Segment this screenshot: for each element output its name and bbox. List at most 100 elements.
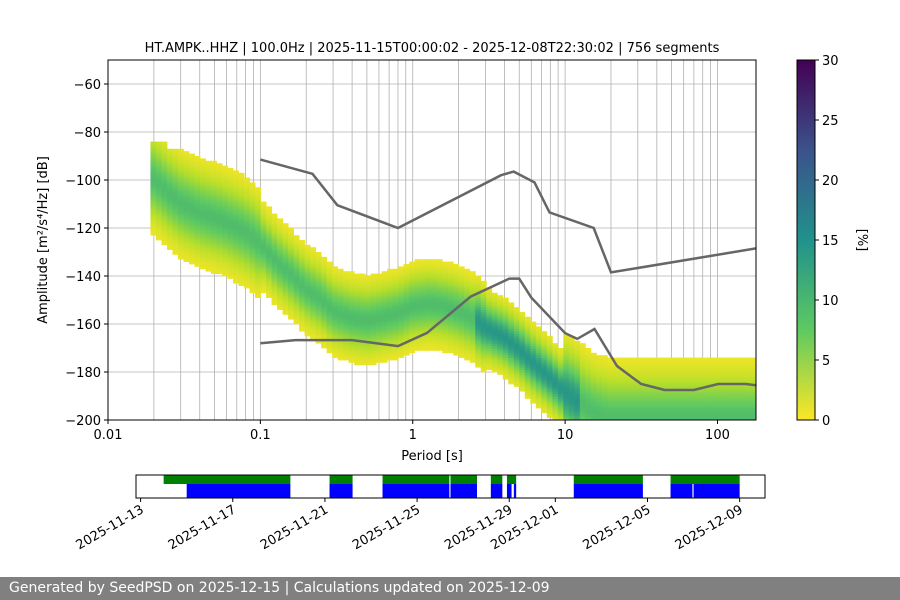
heatmap-cell xyxy=(365,316,372,320)
heatmap-cell xyxy=(233,213,239,217)
heatmap-cell xyxy=(348,345,355,349)
heatmap-cell xyxy=(722,376,729,380)
heatmap-cell xyxy=(205,249,212,253)
heatmap-cell xyxy=(348,300,355,303)
heatmap-cell xyxy=(299,302,306,306)
heatmap-cell xyxy=(189,189,195,193)
heatmap-cell xyxy=(321,324,328,327)
heatmap-cell xyxy=(189,220,195,224)
heatmap-cell xyxy=(700,393,707,397)
heatmap-cell xyxy=(711,364,718,368)
heatmap-cell xyxy=(464,304,471,308)
heatmap-cell xyxy=(293,237,300,241)
heatmap-cell xyxy=(414,321,421,325)
heatmap-cell xyxy=(244,283,250,286)
heatmap-cell xyxy=(667,396,674,399)
heatmap-cell xyxy=(249,206,256,210)
heatmap-cell xyxy=(244,182,250,186)
heatmap-cell xyxy=(150,172,157,176)
heatmap-cell xyxy=(585,360,592,363)
heatmap-cell xyxy=(282,290,289,294)
heatmap-cell xyxy=(469,300,476,303)
heatmap-cell xyxy=(233,218,239,222)
heatmap-cell xyxy=(166,184,173,188)
heatmap-cell xyxy=(403,328,410,332)
heatmap-cell xyxy=(222,273,228,277)
heatmap-cell xyxy=(348,302,355,306)
heatmap-cell xyxy=(277,259,283,262)
heatmap-cell xyxy=(458,345,465,349)
heatmap-cell xyxy=(304,261,311,265)
heatmap-cell xyxy=(177,158,184,162)
heatmap-cell xyxy=(150,158,157,162)
heatmap-cell xyxy=(673,415,680,418)
heatmap-cell xyxy=(579,343,586,346)
heatmap-cell xyxy=(563,415,570,418)
heatmap-cell xyxy=(233,177,239,181)
heatmap-cell xyxy=(161,165,168,169)
heatmap-cell xyxy=(436,345,443,349)
heatmap-cell xyxy=(700,360,707,363)
heatmap-cell xyxy=(524,348,531,351)
heatmap-cell xyxy=(398,331,405,334)
heatmap-cell xyxy=(563,417,570,420)
heatmap-cell xyxy=(442,266,449,270)
heatmap-cell xyxy=(552,348,559,351)
heatmap-cell xyxy=(546,355,553,358)
heatmap-cell xyxy=(491,340,498,344)
heatmap-cell xyxy=(216,172,223,176)
heatmap-cell xyxy=(497,350,504,354)
heatmap-cell xyxy=(387,297,394,301)
heatmap-cell xyxy=(288,278,294,282)
heatmap-cell xyxy=(453,276,460,279)
heatmap-cell xyxy=(293,235,300,238)
heatmap-cell xyxy=(431,290,438,294)
heatmap-cell xyxy=(155,177,162,181)
heatmap-cell xyxy=(546,379,553,382)
heatmap-cell xyxy=(392,328,399,332)
heatmap-cell xyxy=(403,324,410,327)
heatmap-cell xyxy=(634,360,641,363)
heatmap-cell xyxy=(238,213,245,217)
heatmap-cell xyxy=(304,247,311,250)
heatmap-cell xyxy=(541,403,548,406)
heatmap-cell xyxy=(590,352,597,356)
heatmap-cell xyxy=(370,295,377,298)
heatmap-cell xyxy=(365,278,372,282)
heatmap-cell xyxy=(590,412,597,416)
heatmap-cell xyxy=(667,410,674,414)
heatmap-cell xyxy=(150,218,157,222)
heatmap-cell xyxy=(425,278,432,282)
heatmap-cell xyxy=(321,266,328,270)
heatmap-cell xyxy=(491,326,498,330)
heatmap-cell xyxy=(618,360,625,363)
heatmap-cell xyxy=(166,244,173,248)
heatmap-cell xyxy=(354,300,361,303)
heatmap-cell xyxy=(640,393,647,397)
heatmap-cell xyxy=(277,230,283,234)
heatmap-cell xyxy=(332,355,339,358)
heatmap-cell xyxy=(546,345,553,349)
heatmap-cell xyxy=(629,379,636,382)
heatmap-cell xyxy=(530,338,537,342)
heatmap-cell xyxy=(656,357,663,361)
heatmap-cell xyxy=(546,381,553,385)
heatmap-cell xyxy=(381,285,388,289)
heatmap-cell xyxy=(623,396,630,399)
heatmap-cell xyxy=(552,360,559,363)
heatmap-cell xyxy=(299,312,306,315)
heatmap-cell xyxy=(244,228,250,231)
heatmap-cell xyxy=(365,309,372,313)
heatmap-cell xyxy=(293,268,300,272)
heatmap-cell xyxy=(673,405,680,409)
heatmap-cell xyxy=(222,259,228,262)
heatmap-cell xyxy=(200,264,206,267)
heatmap-cell xyxy=(326,288,333,291)
heatmap-cell xyxy=(260,285,267,289)
heatmap-cell xyxy=(183,254,190,258)
heatmap-cell xyxy=(238,184,245,188)
nhnm-curve xyxy=(260,158,756,274)
heatmap-cell xyxy=(177,175,184,178)
heatmap-cell xyxy=(293,302,300,306)
heatmap-cell xyxy=(469,312,476,315)
